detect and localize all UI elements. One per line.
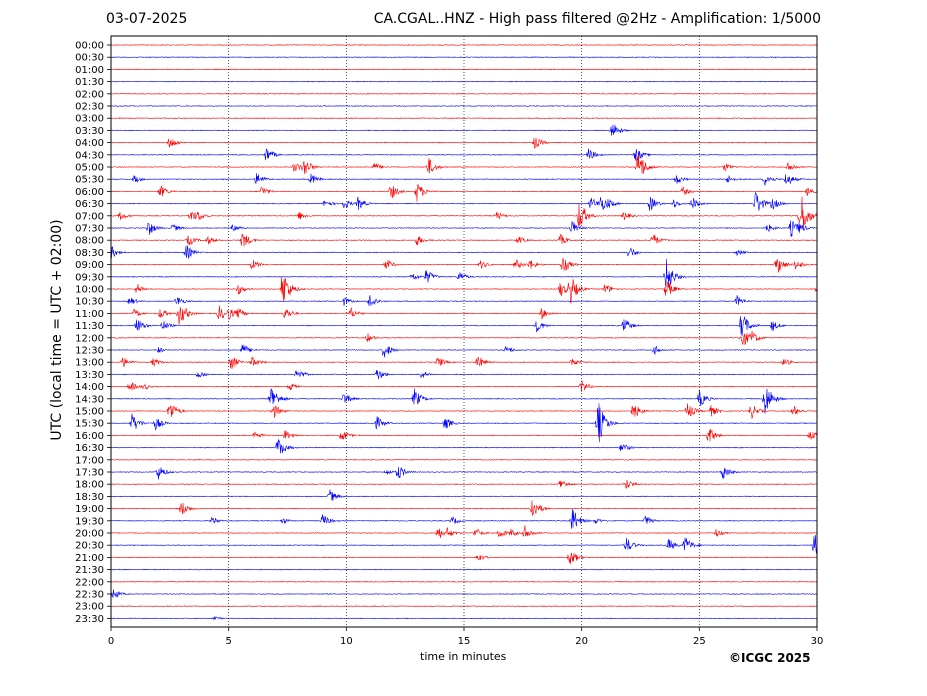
chart-title: CA.CGAL..HNZ - High pass filtered @2Hz -… [373, 11, 821, 27]
y-tick-label: 11:00 [75, 309, 104, 320]
x-tick-label: 10 [340, 636, 353, 647]
y-tick-label: 07:30 [75, 224, 104, 235]
trace-row-1300 [110, 356, 818, 370]
y-tick-label: 20:00 [75, 529, 104, 540]
minute-gridlines [228, 36, 700, 627]
y-tick-label: 06:00 [75, 187, 104, 198]
trace-row-2200 [110, 580, 818, 583]
y-tick-label: 15:30 [75, 419, 104, 430]
trace-row-1100 [110, 305, 818, 325]
y-tick-label: 13:00 [75, 358, 104, 369]
trace-row-1130 [110, 316, 818, 336]
trace-row-2130 [110, 568, 818, 571]
y-tick-label: 11:30 [75, 321, 104, 332]
trace-row-1000 [110, 277, 818, 304]
seismic-traces [110, 44, 818, 621]
trace-row-0500 [110, 154, 818, 174]
x-axis-ticks: 0 5 10 15 20 25 30 [108, 627, 824, 647]
y-tick-label: 00:00 [75, 41, 104, 52]
y-tick-label: 14:00 [75, 382, 104, 393]
y-tick-label: 23:00 [75, 602, 104, 613]
y-tick-label: 09:30 [75, 272, 104, 283]
y-tick-label: 03:30 [75, 126, 104, 137]
trace-row-0830 [110, 245, 818, 260]
y-tick-label: 14:30 [75, 394, 104, 405]
trace-row-2000 [110, 525, 818, 538]
y-tick-label: 23:30 [75, 614, 104, 625]
y-tick-label: 21:30 [75, 565, 104, 576]
y-tick-label: 12:00 [75, 333, 104, 344]
y-tick-label: 10:00 [75, 285, 104, 296]
y-tick-label: 22:30 [75, 590, 104, 601]
y-tick-label: 02:30 [75, 102, 104, 113]
trace-row-0600 [110, 184, 818, 202]
trace-row-0330 [110, 124, 818, 136]
x-tick-label: 15 [458, 636, 471, 647]
y-tick-label: 04:00 [75, 138, 104, 149]
trace-row-1900 [110, 500, 818, 516]
trace-row-2100 [110, 552, 818, 565]
y-tick-label: 22:00 [75, 577, 104, 588]
y-tick-label: 03:00 [75, 114, 104, 125]
y-tick-label: 04:30 [75, 150, 104, 161]
y-tick-label: 16:00 [75, 431, 104, 442]
y-tick-label: 07:00 [75, 211, 104, 222]
x-tick-label: 20 [575, 636, 588, 647]
y-tick-label: 18:00 [75, 480, 104, 491]
y-tick-label: 15:00 [75, 407, 104, 418]
y-tick-label: 05:30 [75, 175, 104, 186]
y-tick-label: 17:30 [75, 468, 104, 479]
trace-row-0430 [110, 148, 818, 161]
x-axis-label: time in minutes [420, 650, 507, 663]
x-tick-label: 30 [811, 636, 824, 647]
x-tick-label: 0 [108, 636, 114, 647]
x-tick-label: 25 [693, 636, 706, 647]
y-tick-label: 19:00 [75, 504, 104, 515]
trace-row-1730 [110, 466, 818, 480]
y-tick-label: 12:30 [75, 346, 104, 357]
trace-row-1930 [110, 508, 818, 529]
y-tick-label: 17:00 [75, 455, 104, 466]
trace-row-0400 [110, 137, 818, 149]
trace-row-0700 [110, 196, 818, 230]
y-tick-label: 09:00 [75, 260, 104, 271]
trace-row-2030 [110, 534, 818, 554]
y-tick-label: 05:00 [75, 163, 104, 174]
date-label: 03-07-2025 [106, 11, 188, 27]
y-tick-label: 02:00 [75, 89, 104, 100]
y-tick-label: 08:00 [75, 236, 104, 247]
y-tick-label: 21:00 [75, 553, 104, 564]
trace-row-2230 [110, 589, 818, 598]
y-axis-label: UTC (local time = UTC + 02:00) [49, 219, 65, 441]
x-tick-label: 5 [225, 636, 231, 647]
trace-row-0530 [110, 173, 818, 186]
y-tick-label: 20:30 [75, 541, 104, 552]
y-tick-label: 00:30 [75, 53, 104, 64]
trace-row-1230 [110, 344, 818, 358]
trace-row-1400 [110, 380, 818, 392]
trace-row-1200 [110, 330, 818, 346]
plot-frame [110, 35, 818, 628]
copyright-credit: ©ICGC 2025 [729, 651, 811, 665]
y-tick-label: 01:00 [75, 65, 104, 76]
y-tick-label: 06:30 [75, 199, 104, 210]
y-tick-label: 18:30 [75, 492, 104, 503]
trace-row-1330 [110, 369, 818, 380]
y-tick-label: 01:30 [75, 77, 104, 88]
y-tick-label: 16:30 [75, 443, 104, 454]
y-tick-label: 19:30 [75, 516, 104, 527]
y-tick-label: 10:30 [75, 297, 104, 308]
y-tick-label: 13:30 [75, 370, 104, 381]
trace-row-1830 [110, 489, 818, 501]
y-tick-label: 08:30 [75, 248, 104, 259]
trace-row-0000 [110, 44, 818, 46]
